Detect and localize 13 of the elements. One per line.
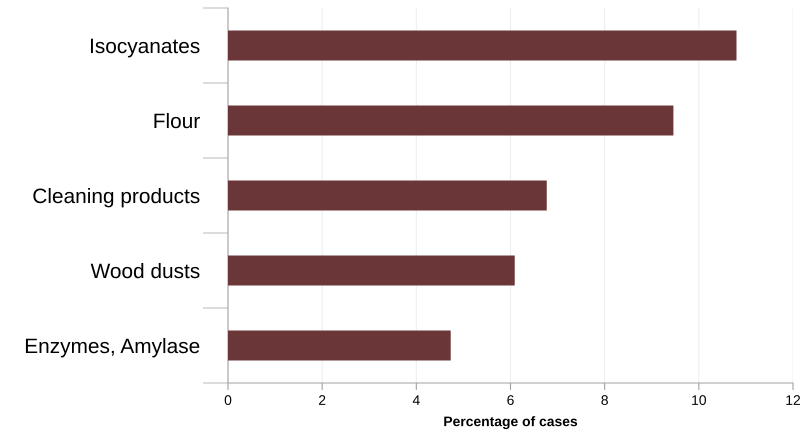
x-tick-label: 8 <box>601 395 608 406</box>
y-tick-label: Cleaning products <box>33 188 200 208</box>
x-tick-label: 2 <box>319 395 326 405</box>
y-tick-label: Wood dusts <box>90 262 200 278</box>
x-tick-label: 6 <box>507 395 514 406</box>
x-tick-label: 10 <box>692 395 706 406</box>
x-tick-label: 4 <box>412 395 420 405</box>
x-tick-label: 12 <box>786 395 800 405</box>
y-tick-label: Flour <box>154 112 200 128</box>
x-axis-title: Percentage of cases <box>444 416 578 430</box>
y-tick-label: Isocyanates <box>90 38 200 58</box>
x-tick-label: 0 <box>224 395 232 406</box>
y-tick-label: Enzymes, Amylase <box>26 338 200 358</box>
